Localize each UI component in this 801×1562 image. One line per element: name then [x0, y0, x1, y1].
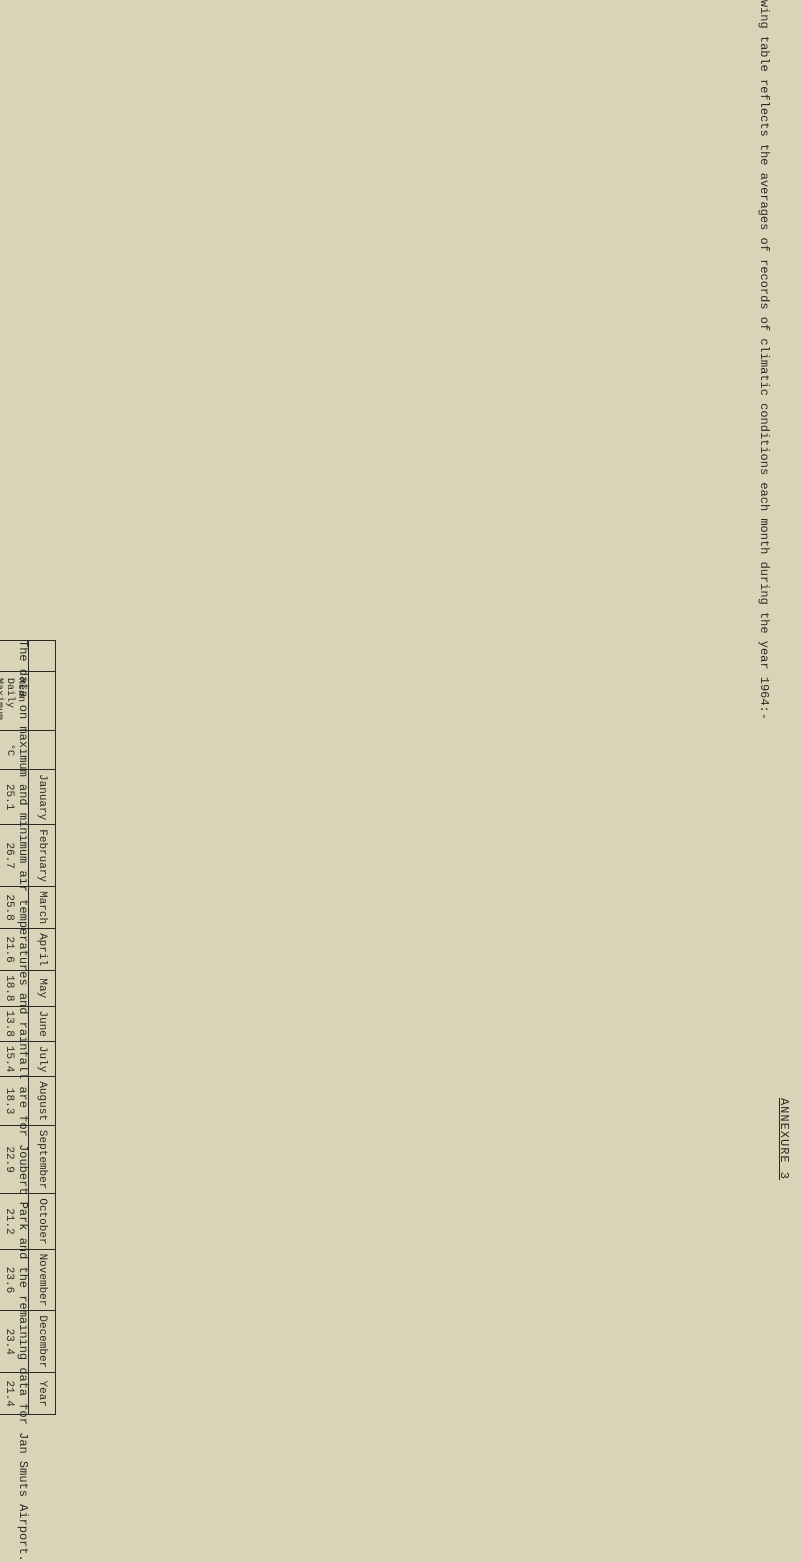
month-header: September — [29, 1125, 56, 1193]
month-header: May — [29, 971, 56, 1006]
data-cell: 25.8 — [0, 887, 29, 929]
year-cell: 21.4 — [0, 1373, 29, 1415]
month-header: March — [29, 887, 56, 929]
data-cell: 25.1 — [0, 770, 29, 825]
month-header: December — [29, 1311, 56, 1373]
unit-header — [29, 731, 56, 770]
climate-table: JanuaryFebruaryMarchAprilMayJuneJulyAugu… — [0, 640, 56, 1415]
data-cell: 18.8 — [0, 971, 29, 1006]
month-header: November — [29, 1249, 56, 1311]
row-label: Mean DailyMaximum — [0, 672, 29, 731]
month-header: January — [29, 770, 56, 825]
data-cell: 21.2 — [0, 1194, 29, 1249]
data-cell: 26.7 — [0, 825, 29, 887]
climate-table-container: JanuaryFebruaryMarchAprilMayJuneJulyAugu… — [0, 640, 56, 1350]
month-header: July — [29, 1041, 56, 1076]
data-cell: 13.8 — [0, 1006, 29, 1041]
row-label-header — [29, 672, 56, 731]
row-unit: °C — [0, 731, 29, 770]
year-header: Year — [29, 1373, 56, 1415]
month-header: August — [29, 1077, 56, 1126]
data-cell: 22.9 — [0, 1125, 29, 1193]
data-cell: 18.3 — [0, 1077, 29, 1126]
data-cell: 23.6 — [0, 1249, 29, 1311]
data-cell: 15.4 — [0, 1041, 29, 1076]
data-cell: 23.4 — [0, 1311, 29, 1373]
month-header: October — [29, 1194, 56, 1249]
group-header-blank — [29, 641, 56, 672]
month-header: April — [29, 929, 56, 971]
month-header: February — [29, 825, 56, 887]
group-label: TEMPERATURE — [0, 641, 29, 672]
annexure-label: ANNEXURE 3 — [777, 1098, 791, 1180]
month-header: June — [29, 1006, 56, 1041]
data-cell: 21.6 — [0, 929, 29, 971]
caption-right: The following table reflects the average… — [757, 0, 771, 720]
